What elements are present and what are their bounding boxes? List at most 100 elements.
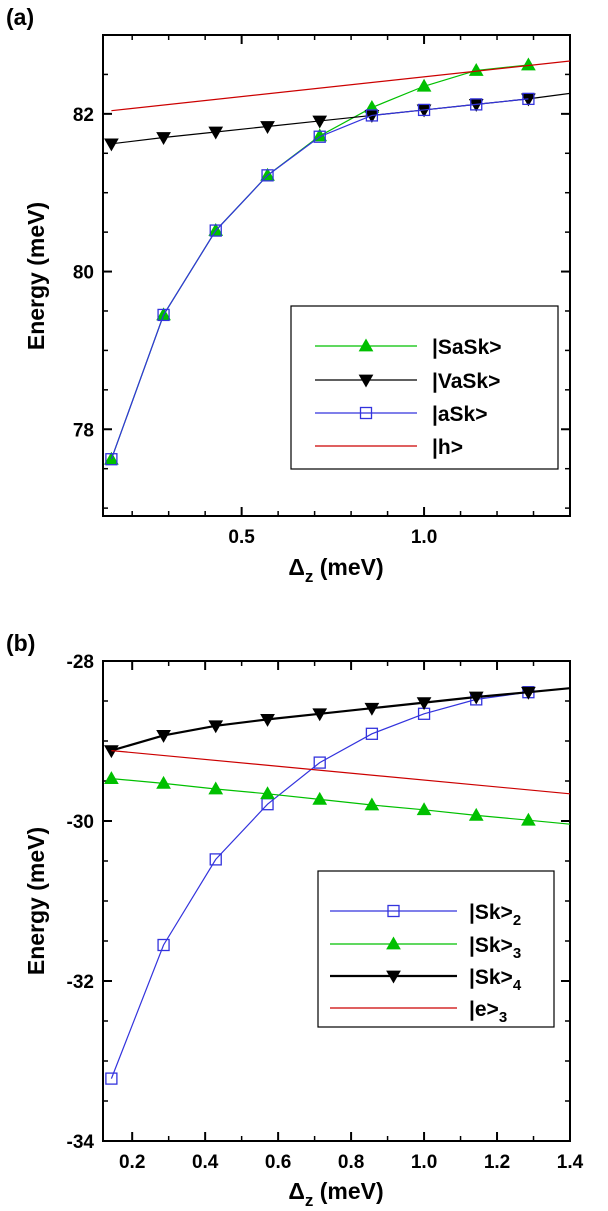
x-axis-label-subscript: z <box>305 1191 314 1210</box>
data-point <box>364 702 380 716</box>
legend-label: |h> <box>432 436 463 459</box>
legend-label: |SaSk> <box>432 336 502 359</box>
legend-label-text: |Sk> <box>469 901 513 924</box>
series-line <box>110 98 529 460</box>
x-axis-label-subscript: z <box>305 567 314 586</box>
x-tick-label: 1.2 <box>484 1152 510 1173</box>
x-axis-label-unit: (meV) <box>313 1178 383 1204</box>
x-tick-label: 1.0 <box>411 1152 437 1173</box>
legend-marker <box>358 338 374 352</box>
x-axis-label-unit: (meV) <box>313 554 383 580</box>
data-point <box>312 708 328 722</box>
legend-label-subscript: 3 <box>499 1009 507 1026</box>
data-point <box>208 781 224 795</box>
series-line <box>111 750 570 795</box>
legend-entry: |e>3 <box>330 998 507 1026</box>
data-point <box>417 103 431 117</box>
data-point <box>521 812 536 826</box>
data-point <box>416 802 432 816</box>
legend-label-text: |aSk> <box>432 403 488 426</box>
data-point <box>468 62 484 76</box>
y-tick-label: 78 <box>73 420 94 441</box>
data-point <box>313 756 326 769</box>
data-point <box>261 169 274 182</box>
legend-label: |Sk>4 <box>469 966 522 994</box>
legend-label-subscript: 3 <box>513 945 521 962</box>
data-point <box>156 730 171 743</box>
data-point <box>104 138 119 152</box>
data-point <box>364 797 380 811</box>
data-point <box>157 308 170 322</box>
legend-label-text: |h> <box>432 436 463 459</box>
series-4 <box>111 60 570 112</box>
data-point <box>468 807 484 821</box>
data-point <box>156 775 171 789</box>
plot-frame <box>102 34 571 517</box>
plot-area <box>104 57 570 466</box>
legend-marker <box>386 970 401 984</box>
data-point <box>365 727 379 740</box>
data-point <box>365 109 379 122</box>
y-axis-label: Energy (meV) <box>23 202 49 350</box>
data-point <box>208 126 224 140</box>
legend-marker <box>386 936 401 950</box>
y-tick-label: 80 <box>73 263 94 284</box>
legend-label: |Sk>3 <box>469 934 521 962</box>
legend-label-text: |e> <box>469 998 499 1021</box>
y-tick-label: -30 <box>67 812 94 833</box>
data-point <box>470 98 483 111</box>
legend-label-text: |VaSk> <box>432 370 500 393</box>
data-point <box>312 791 328 805</box>
series-2 <box>104 771 570 826</box>
data-point <box>522 92 535 106</box>
data-point <box>260 121 275 134</box>
legend-marker <box>387 904 400 918</box>
legend-entry: |SaSk> <box>315 336 502 359</box>
x-axis-label-symbol: Δ <box>288 554 305 580</box>
legend-label: |e>3 <box>469 998 507 1026</box>
data-point <box>104 771 119 784</box>
x-tick-label: 0.4 <box>192 1152 219 1173</box>
chart-panel-a: (a) 78 80 82 0.5 1.0 Δz (meV) Energy (meV) |SaSk… <box>6 4 571 586</box>
series-3 <box>105 92 535 466</box>
series-line <box>111 778 570 825</box>
legend: |Sk>2|Sk>3|Sk>4|e>3 <box>317 870 555 1028</box>
x-tick-label: 0.2 <box>119 1152 145 1173</box>
data-point <box>209 224 222 237</box>
legend-entry: |Sk>3 <box>330 934 521 962</box>
x-axis-label: Δz (meV) <box>288 1178 383 1210</box>
data-point <box>105 453 118 466</box>
chart-panel-b: (b) -34 -32 -30 -28 0.2 0.4 0.6 0.8 1.0 1.2 1.4 Δz (… <box>6 630 584 1210</box>
series-line <box>111 687 570 752</box>
data-point <box>260 786 275 800</box>
data-point <box>156 132 171 146</box>
panel-label: (b) <box>6 630 35 656</box>
y-axis-label: Energy (meV) <box>23 827 49 975</box>
legend-label-text: |Sk> <box>469 934 513 957</box>
x-axis-label: Δz (meV) <box>288 554 383 586</box>
data-point <box>260 167 275 181</box>
data-point <box>313 130 326 143</box>
data-point <box>208 720 224 734</box>
legend-label-subscript: 2 <box>513 912 521 929</box>
series-3 <box>104 686 570 759</box>
x-axis-label-symbol: Δ <box>288 1178 305 1204</box>
legend-label: |VaSk> <box>432 370 500 393</box>
legend-box <box>290 305 559 470</box>
y-tick-label: -28 <box>67 652 94 673</box>
legend-box <box>317 870 555 1028</box>
legend-label-text: |SaSk> <box>432 336 502 359</box>
x-tick-label: 1.4 <box>557 1152 584 1173</box>
legend-label: |Sk>2 <box>469 901 521 929</box>
plot-area <box>104 686 570 1085</box>
data-point <box>157 938 170 952</box>
data-point <box>260 714 275 727</box>
legend-marker <box>358 374 374 388</box>
legend-marker <box>359 406 373 420</box>
y-tick-label: -32 <box>67 972 94 993</box>
data-point <box>209 853 222 866</box>
series-4 <box>111 750 570 795</box>
legend-label: |aSk> <box>432 403 488 426</box>
data-point <box>521 57 536 71</box>
